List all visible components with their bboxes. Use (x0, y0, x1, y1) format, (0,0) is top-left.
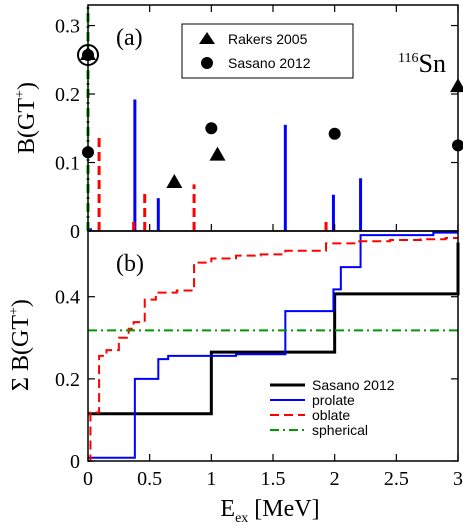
b-ytick-label-1: 0.2 (55, 369, 80, 391)
a-ytick-label-0: 0 (70, 221, 80, 243)
a-ytick-label-1: 0.1 (55, 153, 80, 175)
marker-rakers-2 (209, 146, 226, 161)
a-ytick-label-3: 0.3 (55, 16, 80, 38)
nucleus-label: 116Sn (398, 49, 446, 78)
panel-a-plot-area (77, 5, 463, 231)
panel-b-xlabel: Eex [MeV] (220, 496, 319, 526)
b-ytick-label-0: 0 (70, 451, 80, 473)
marker-sasano-3 (328, 127, 341, 140)
curve-oblate (88, 236, 458, 462)
b-xtick-label-3: 1.5 (261, 468, 286, 490)
panel-b-label: (b) (116, 251, 144, 277)
legend-rakers-label: Rakers 2005 (228, 31, 308, 47)
legend-sasano-text: Sasano 2012 (312, 377, 395, 393)
b-xtick-label-2: 1 (206, 468, 216, 490)
legend-sasano-label: Sasano 2012 (228, 55, 311, 71)
legend-spherical-text: spherical (312, 422, 368, 438)
panel-a-axes: 0 0.1 0.2 0.3 (55, 5, 459, 243)
a-ytick-label-2: 0.2 (55, 84, 80, 106)
legend-sasano-marker (201, 57, 213, 69)
panel-a: 0 0.1 0.2 0.3 (a) B(GT+) 116Sn Rakers 2005 … (13, 4, 463, 243)
b-xtick-label-1: 0.5 (137, 468, 162, 490)
panel-b-axes: 0 0.2 0.4 0 0.5 1 1.5 2 2.5 3 (55, 287, 463, 490)
legend-oblate-text: oblate (312, 407, 350, 423)
panel-b-ylabel: Σ B(GT+) (7, 299, 34, 391)
b-xtick-label-5: 2.5 (384, 468, 409, 490)
b-ytick-label-2: 0.4 (55, 287, 80, 309)
legend-rakers-marker (199, 32, 215, 44)
panel-a-ylabel: B(GT+) (13, 82, 40, 154)
panel-a-label: (a) (116, 25, 143, 51)
legend-prolate-text: prolate (312, 392, 355, 408)
b-xtick-label-6: 3 (453, 468, 463, 490)
marker-sasano-2 (205, 122, 218, 135)
b-xtick-label-4: 2 (330, 468, 340, 490)
b-xtick-label-0: 0 (83, 468, 93, 490)
panel-b: 0 0.2 0.4 0 0.5 1 1.5 2 2.5 3 (b) Σ B(GT+) Eex [M… (7, 230, 463, 526)
panel-a-legend-box (181, 23, 354, 79)
panel-b-legend: Sasano 2012 prolate oblate spherical (270, 377, 395, 438)
panel-a-legend: Rakers 2005 Sasano 2012 (181, 23, 354, 79)
marker-rakers-1 (166, 174, 183, 189)
marker-rakers-3 (450, 78, 463, 93)
